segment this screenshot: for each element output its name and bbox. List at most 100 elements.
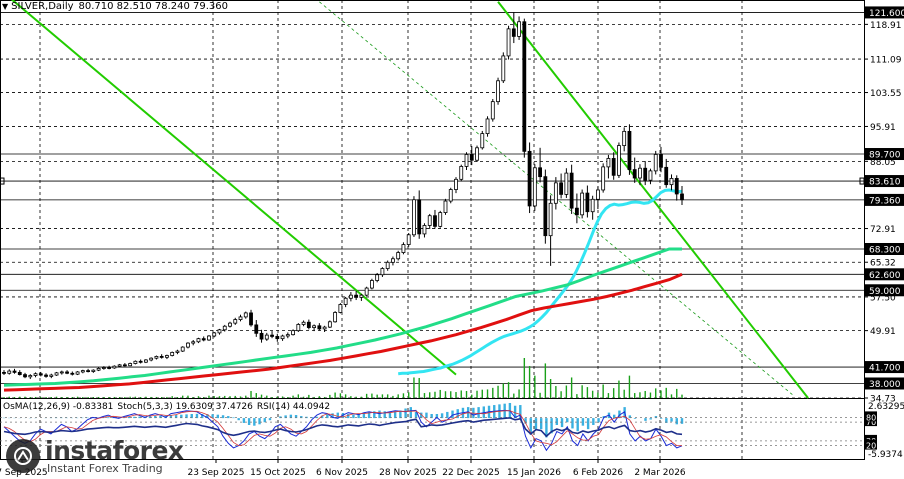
candle-body xyxy=(75,371,80,375)
candle-body xyxy=(275,336,280,340)
candle-body xyxy=(606,158,611,168)
candle-body xyxy=(149,357,154,361)
candle-body xyxy=(391,258,395,263)
candle-body xyxy=(659,154,663,168)
candle-body xyxy=(348,294,353,299)
trend-channel-line xyxy=(10,0,457,376)
candle-body xyxy=(448,189,453,202)
candle-body xyxy=(175,350,180,353)
candle-body xyxy=(632,169,637,179)
stoch-level-box xyxy=(865,411,877,422)
candle-body xyxy=(454,178,458,190)
candle-body xyxy=(291,330,295,336)
candle-body xyxy=(553,182,558,204)
x-tick-label: 2 Mar 2026 xyxy=(634,468,686,478)
candle-body xyxy=(238,316,243,320)
candle-body xyxy=(622,130,627,146)
candle-body xyxy=(627,130,632,170)
candle-body xyxy=(270,334,274,337)
candle-body xyxy=(101,367,106,369)
candle-body xyxy=(17,371,22,376)
candle-body xyxy=(517,21,521,37)
candle-body xyxy=(80,370,85,373)
price-level-label: 121.600 xyxy=(869,9,904,19)
candle-body xyxy=(107,367,112,369)
symbol-label: SILVER,Daily xyxy=(11,1,74,12)
candle-body xyxy=(543,176,548,237)
candle-body xyxy=(33,373,38,376)
candle-body xyxy=(611,158,616,176)
moving-average-line xyxy=(3,247,682,387)
candle-body xyxy=(459,166,464,180)
candle-body xyxy=(212,332,217,337)
osma-max-label: 2.63295 xyxy=(868,402,904,412)
level-marker-right xyxy=(859,177,865,185)
symbol-dropdown-icon[interactable]: ▼ xyxy=(2,2,9,11)
candle-body xyxy=(7,370,12,374)
candle-body xyxy=(154,356,159,359)
candle-body xyxy=(501,55,506,82)
candle-body xyxy=(580,192,585,216)
stoch-level-label: 80 xyxy=(866,413,876,422)
candle-body xyxy=(217,329,222,334)
price-level-box xyxy=(865,148,904,161)
candle-body xyxy=(469,154,474,161)
candle-body xyxy=(117,364,122,367)
level-marker-left xyxy=(0,177,5,185)
candle-body xyxy=(38,373,43,376)
candle-body xyxy=(480,133,485,149)
candle-body xyxy=(306,321,311,328)
price-level-label: 89.700 xyxy=(869,151,901,161)
candle-body xyxy=(564,172,569,195)
candle-body xyxy=(370,280,374,289)
candle-body xyxy=(522,21,527,152)
y-tick-label: 65.32 xyxy=(870,259,896,269)
candle-body xyxy=(65,371,69,374)
x-tick-label: 23 Sep 2025 xyxy=(187,468,244,478)
candle-body xyxy=(285,334,290,337)
candle-body xyxy=(427,215,432,226)
stoch-level-label: 20 xyxy=(866,442,876,451)
candle-body xyxy=(496,80,500,103)
stoch-signal-line xyxy=(3,410,683,447)
candle-body xyxy=(375,274,380,281)
candle-body xyxy=(122,364,127,367)
candle-body xyxy=(296,324,301,332)
y-tick-label: 95.91 xyxy=(870,123,896,133)
candle-body xyxy=(264,334,269,340)
candle-body xyxy=(417,199,422,235)
candle-body xyxy=(222,325,227,331)
candle-body xyxy=(207,335,211,341)
candle-body xyxy=(317,325,322,330)
candle-body xyxy=(228,322,232,327)
candle-body xyxy=(364,287,369,296)
candle-body xyxy=(243,312,248,318)
price-level-label: 59.000 xyxy=(869,287,901,297)
candle-body xyxy=(506,28,511,57)
candle-body xyxy=(91,369,96,372)
watermark-logo: instaforex Instant Forex Trading xyxy=(6,436,184,476)
candle-body xyxy=(585,192,590,213)
candle-body xyxy=(144,359,148,363)
x-tick-label: 15 Oct 2025 xyxy=(250,468,306,478)
candle-body xyxy=(322,326,327,330)
candle-body xyxy=(327,321,332,328)
stoch-label: Stoch(5,3,3) 19.6309 37.4726 xyxy=(117,402,253,412)
y-tick-label: 49.91 xyxy=(870,327,896,337)
candle-body xyxy=(596,189,600,200)
candle-body xyxy=(422,225,427,235)
candle-body xyxy=(28,375,33,378)
candle-body xyxy=(301,321,306,325)
osma-label: OsMA(12,26,9) -0.83381 xyxy=(3,402,114,412)
stoch-level-box xyxy=(865,439,877,450)
x-tick-label: 6 Feb 2026 xyxy=(573,468,624,478)
y-tick-label: 111.09 xyxy=(870,56,902,66)
price-level-box xyxy=(865,6,904,19)
candle-body xyxy=(464,154,469,167)
price-level-box xyxy=(865,284,904,297)
price-level-box xyxy=(865,268,904,281)
candle-body xyxy=(601,166,606,191)
candle-body xyxy=(112,365,117,369)
